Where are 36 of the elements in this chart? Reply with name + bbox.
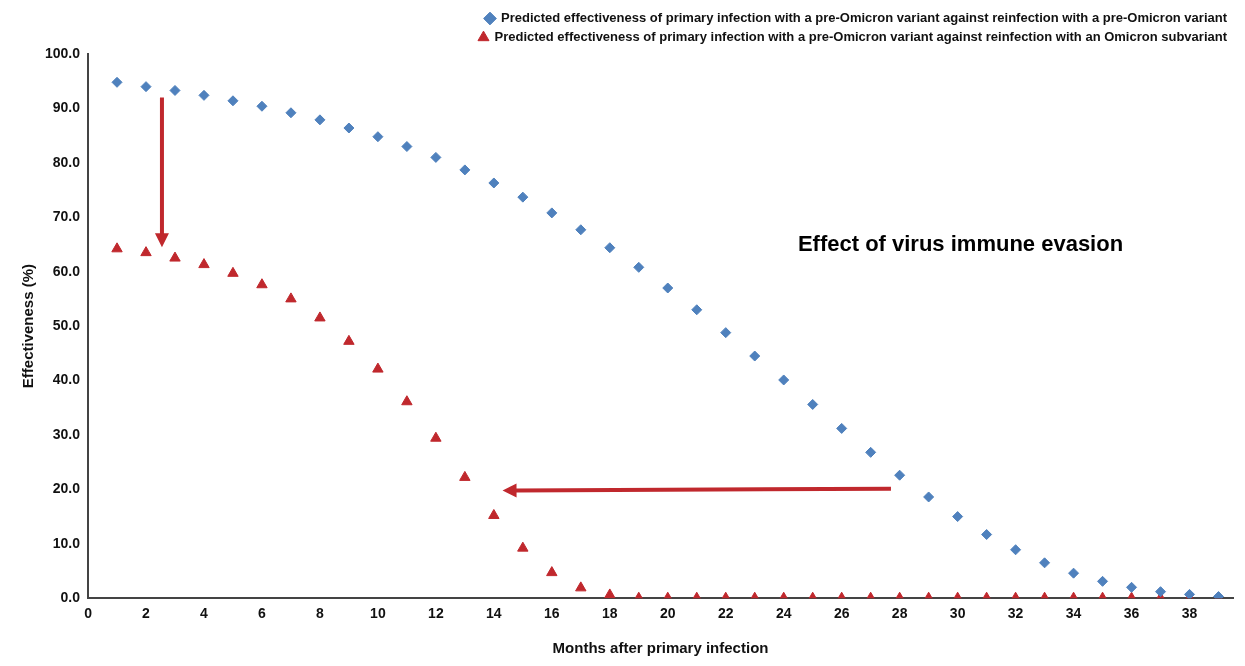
y-tick-label: 30.0 xyxy=(52,425,81,442)
x-tick-label: 18 xyxy=(602,605,618,622)
y-tick-label: 60.0 xyxy=(52,262,81,279)
y-tick-label: 20.0 xyxy=(52,480,81,497)
x-tick-label: 0 xyxy=(84,605,93,622)
x-tick-label: 24 xyxy=(775,605,792,622)
x-tick-label: 30 xyxy=(949,605,966,622)
annotation: Effect of virus immune evasion xyxy=(797,230,1124,256)
x-tick-label: 26 xyxy=(833,605,850,622)
x-tick-label: 10 xyxy=(370,605,386,622)
legend-label: Predicted effectiveness of primary infection with a pre-Omicron variant against reinfection with an Omicron subvariant xyxy=(494,29,1228,45)
y-tick-label: 80.0 xyxy=(52,153,81,170)
y-tick-label: 70.0 xyxy=(52,208,81,225)
y-tick-label: 0.0 xyxy=(60,589,81,606)
x-tick-label: 12 xyxy=(428,605,444,622)
y-tick-label: 50.0 xyxy=(52,316,81,333)
x-axis-title: Months after primary infection xyxy=(552,639,769,657)
x-tick-label: 2 xyxy=(142,605,151,622)
y-axis-title: Effectiveness (%) xyxy=(19,263,37,389)
x-tick-label: 4 xyxy=(200,605,209,622)
x-tick-label: 14 xyxy=(486,605,502,622)
x-tick-label: 8 xyxy=(316,605,325,622)
x-tick-label: 32 xyxy=(1007,605,1024,622)
x-tick-label: 20 xyxy=(659,605,676,622)
y-tick-label: 40.0 xyxy=(52,371,81,388)
x-tick-label: 6 xyxy=(258,605,267,622)
x-tick-label: 22 xyxy=(717,605,734,622)
y-tick-label: 90.0 xyxy=(52,99,81,116)
y-tick-label: 10.0 xyxy=(52,534,81,551)
x-tick-label: 28 xyxy=(891,605,908,622)
y-tick-label: 100.0 xyxy=(44,44,81,61)
x-tick-label: 36 xyxy=(1123,605,1140,622)
x-tick-label: 16 xyxy=(544,605,560,622)
legend-label: Predicted effectiveness of primary infection with a pre-Omicron variant against reinfection with a pre-Omicron variant xyxy=(500,10,1228,26)
x-tick-label: 34 xyxy=(1065,605,1082,622)
x-tick-label: 38 xyxy=(1181,605,1198,622)
